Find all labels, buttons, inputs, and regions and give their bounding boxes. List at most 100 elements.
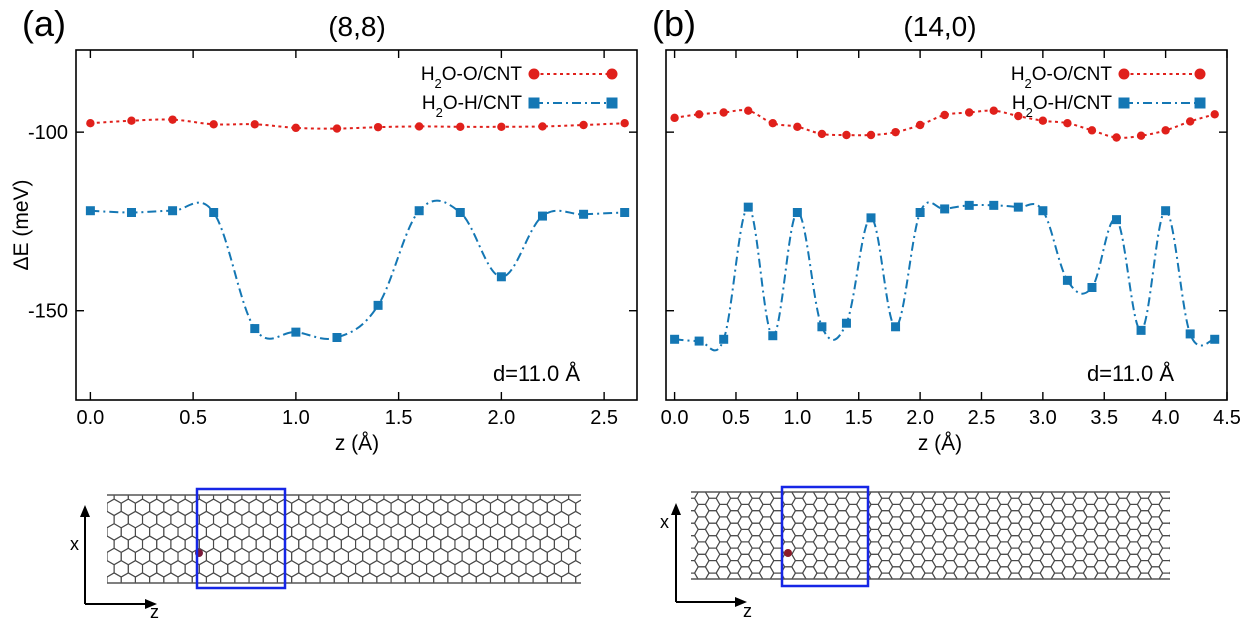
carbon-hexagon	[1043, 492, 1052, 493]
carbon-hexagon	[576, 475, 590, 491]
panel-a-xtick-label: 2.0	[487, 407, 515, 429]
carbon-hexagon	[532, 572, 548, 583]
panel-b-series-h-point	[1210, 334, 1220, 344]
panel-b-annotation: d=11.0 Å	[1087, 361, 1174, 386]
panel-a-series-o-point	[250, 120, 259, 129]
inset-b-x-arrowhead	[671, 503, 681, 515]
panel-b-xtick-label: 0.0	[661, 407, 689, 429]
panel-b-series-h-point	[1038, 206, 1048, 216]
panel-b-series	[670, 106, 1220, 352]
panel-a-series-o-point	[127, 116, 136, 125]
panel-b-series-o-point	[1136, 131, 1146, 140]
panel-b-series-o-point	[1161, 126, 1170, 135]
panel-a-series-h-point	[332, 333, 342, 342]
panel-b-series-o-point	[1210, 110, 1219, 119]
carbon-hexagon	[333, 572, 349, 583]
panel-a-series-h-point	[373, 300, 383, 310]
carbon-hexagon	[177, 572, 193, 583]
carbon-hexagon	[978, 492, 987, 493]
panel-a-ylabel: ΔE (meV)	[10, 179, 33, 270]
panel-a-series-h-point	[414, 206, 424, 216]
panel-b-series-h-point	[1087, 283, 1097, 292]
panel-b-series-h-point	[891, 322, 901, 332]
carbon-hexagon	[1137, 473, 1151, 485]
carbon-hexagon	[86, 561, 100, 577]
panel-a-series-o-point	[579, 120, 588, 130]
carbon-hexagon	[391, 475, 405, 491]
panel-a-series-h-point	[496, 272, 506, 282]
panel-b-series-h-point	[817, 322, 827, 332]
panel-a-xtick-label: 0.5	[179, 407, 207, 429]
carbon-hexagon	[305, 572, 321, 583]
panel-b-series-h-point	[670, 334, 680, 344]
panel-b-xtick-label: 2.5	[968, 407, 996, 429]
panel-b-series-o-point	[940, 110, 949, 120]
panel-b-xtick-label: 1.0	[783, 407, 811, 429]
carbon-hexagon	[107, 572, 122, 583]
carbon-hexagon	[697, 492, 707, 493]
carbon-hexagon	[935, 492, 944, 493]
panel-b-series-o-point	[817, 129, 827, 139]
carbon-hexagon	[505, 475, 519, 491]
panel-b-letter: (b)	[652, 3, 696, 44]
panel-b-series-h-point	[940, 204, 950, 214]
inset-a-z-label: z	[150, 602, 159, 620]
carbon-hexagon	[749, 473, 763, 485]
panel-b-series-h-point	[1013, 202, 1023, 212]
panel-a-legend-o-label: H2O-O/CNT	[421, 64, 523, 91]
carbon-hexagon	[1158, 497, 1170, 512]
panel-b-legend-o-label: H2O-O/CNT	[1011, 64, 1113, 91]
inset-b-axes: x z	[660, 503, 752, 620]
panel-b-series-o-point	[719, 108, 728, 117]
carbon-hexagon	[1021, 492, 1031, 493]
carbon-hexagon	[107, 576, 108, 583]
carbon-hexagon	[334, 475, 348, 491]
carbon-hexagon	[461, 572, 477, 583]
carbon-hexagon	[546, 572, 563, 583]
carbon-hexagon	[913, 578, 922, 579]
panel-a-legend-o-marker-left	[528, 68, 540, 80]
chart-panel-b: (b) (14,0) 0.0 0.5 1.0 1.5 2.0 2.5 3.0 3.5 4.0 4.…	[652, 3, 1241, 455]
panel-a-series-h-point	[85, 206, 95, 216]
carbon-hexagon	[673, 492, 687, 504]
panel-b-series-o-point	[965, 108, 974, 117]
carbon-hexagon	[956, 492, 966, 493]
panel-a-plot-frame	[75, 49, 638, 401]
panel-b-series-h-point	[743, 202, 753, 212]
panel-b-legend: H2O-O/CNT H2O-H/CNT	[1011, 64, 1206, 120]
carbon-hexagon	[107, 527, 108, 537]
carbon-hexagon	[405, 475, 419, 491]
carbon-hexagon	[489, 572, 506, 583]
panel-a-series-h-line	[90, 199, 625, 340]
inset-a-hex-lattice	[86, 475, 590, 583]
carbon-hexagon	[560, 572, 577, 583]
panel-b-series-h-point	[989, 200, 999, 210]
carbon-hexagon	[1158, 560, 1170, 574]
carbon-hexagon	[1129, 492, 1139, 493]
carbon-hexagon	[1008, 473, 1022, 485]
panel-a-legend: H2O-O/CNT H2O-H/CNT	[421, 64, 618, 120]
carbon-hexagon	[462, 475, 476, 491]
panel-a-series-o-point	[332, 124, 342, 133]
panel-a-letter: (a)	[22, 3, 66, 44]
panel-b-series-h-point	[719, 334, 729, 344]
carbon-hexagon	[419, 475, 433, 491]
carbon-hexagon	[107, 475, 121, 491]
panel-b-series-o-point	[694, 110, 704, 119]
carbon-hexagon	[913, 492, 923, 493]
carbon-hexagon	[1021, 578, 1030, 579]
inset-b-hex-lattice	[673, 473, 1170, 579]
carbon-hexagon	[476, 475, 490, 491]
carbon-hexagon	[762, 492, 771, 493]
panel-a-legend-h-marker-right	[606, 97, 618, 109]
carbon-hexagon	[727, 473, 741, 485]
panel-b-legend-h-label: H2O-H/CNT	[1012, 93, 1113, 120]
panel-a-xtick-label: 0.0	[76, 407, 104, 429]
panel-b-xtick-label: 0.5	[722, 407, 750, 429]
carbon-hexagon	[921, 473, 935, 485]
carbon-hexagon	[504, 572, 520, 583]
panel-b-xlabel: z (Å)	[918, 432, 962, 455]
carbon-hexagon	[376, 572, 392, 583]
carbon-hexagon	[1051, 473, 1065, 485]
panel-b-series-o-point	[915, 120, 925, 130]
